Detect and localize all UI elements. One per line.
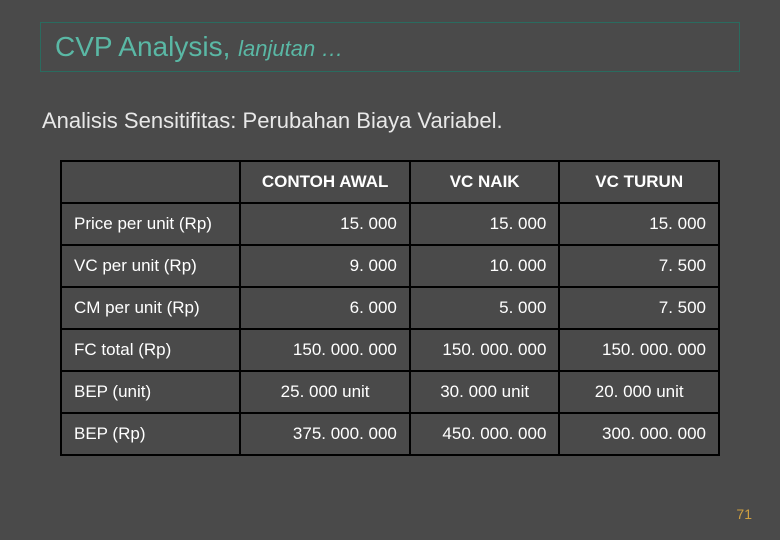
cell: 25. 000 unit [240, 371, 410, 413]
header-contoh-awal: CONTOH AWAL [240, 161, 410, 203]
row-label: VC per unit (Rp) [61, 245, 240, 287]
table-row: BEP (unit) 25. 000 unit 30. 000 unit 20.… [61, 371, 719, 413]
cell: 7. 500 [559, 245, 719, 287]
analysis-table: CONTOH AWAL VC NAIK VC TURUN Price per u… [60, 160, 720, 456]
table-row: FC total (Rp) 150. 000. 000 150. 000. 00… [61, 329, 719, 371]
title-main: CVP Analysis, [55, 31, 238, 62]
header-vc-turun: VC TURUN [559, 161, 719, 203]
row-label: CM per unit (Rp) [61, 287, 240, 329]
cell: 20. 000 unit [559, 371, 719, 413]
cell: 15. 000 [240, 203, 410, 245]
title-box: CVP Analysis, lanjutan … [40, 22, 740, 72]
page-number: 71 [736, 506, 752, 522]
table-header-row: CONTOH AWAL VC NAIK VC TURUN [61, 161, 719, 203]
cell: 5. 000 [410, 287, 560, 329]
row-label: BEP (unit) [61, 371, 240, 413]
cell: 300. 000. 000 [559, 413, 719, 455]
cell: 15. 000 [559, 203, 719, 245]
cell: 15. 000 [410, 203, 560, 245]
title-sub: lanjutan … [238, 36, 343, 61]
table-row: CM per unit (Rp) 6. 000 5. 000 7. 500 [61, 287, 719, 329]
table-row: Price per unit (Rp) 15. 000 15. 000 15. … [61, 203, 719, 245]
table-row: BEP (Rp) 375. 000. 000 450. 000. 000 300… [61, 413, 719, 455]
table-row: VC per unit (Rp) 9. 000 10. 000 7. 500 [61, 245, 719, 287]
row-label: FC total (Rp) [61, 329, 240, 371]
header-vc-naik: VC NAIK [410, 161, 560, 203]
cell: 150. 000. 000 [410, 329, 560, 371]
cell: 9. 000 [240, 245, 410, 287]
header-blank [61, 161, 240, 203]
subtitle: Analisis Sensitifitas: Perubahan Biaya V… [42, 108, 503, 134]
row-label: Price per unit (Rp) [61, 203, 240, 245]
cell: 150. 000. 000 [559, 329, 719, 371]
cell: 7. 500 [559, 287, 719, 329]
cell: 450. 000. 000 [410, 413, 560, 455]
cell: 150. 000. 000 [240, 329, 410, 371]
row-label: BEP (Rp) [61, 413, 240, 455]
cell: 375. 000. 000 [240, 413, 410, 455]
cell: 10. 000 [410, 245, 560, 287]
analysis-table-wrapper: CONTOH AWAL VC NAIK VC TURUN Price per u… [60, 160, 720, 456]
cell: 30. 000 unit [410, 371, 560, 413]
cell: 6. 000 [240, 287, 410, 329]
